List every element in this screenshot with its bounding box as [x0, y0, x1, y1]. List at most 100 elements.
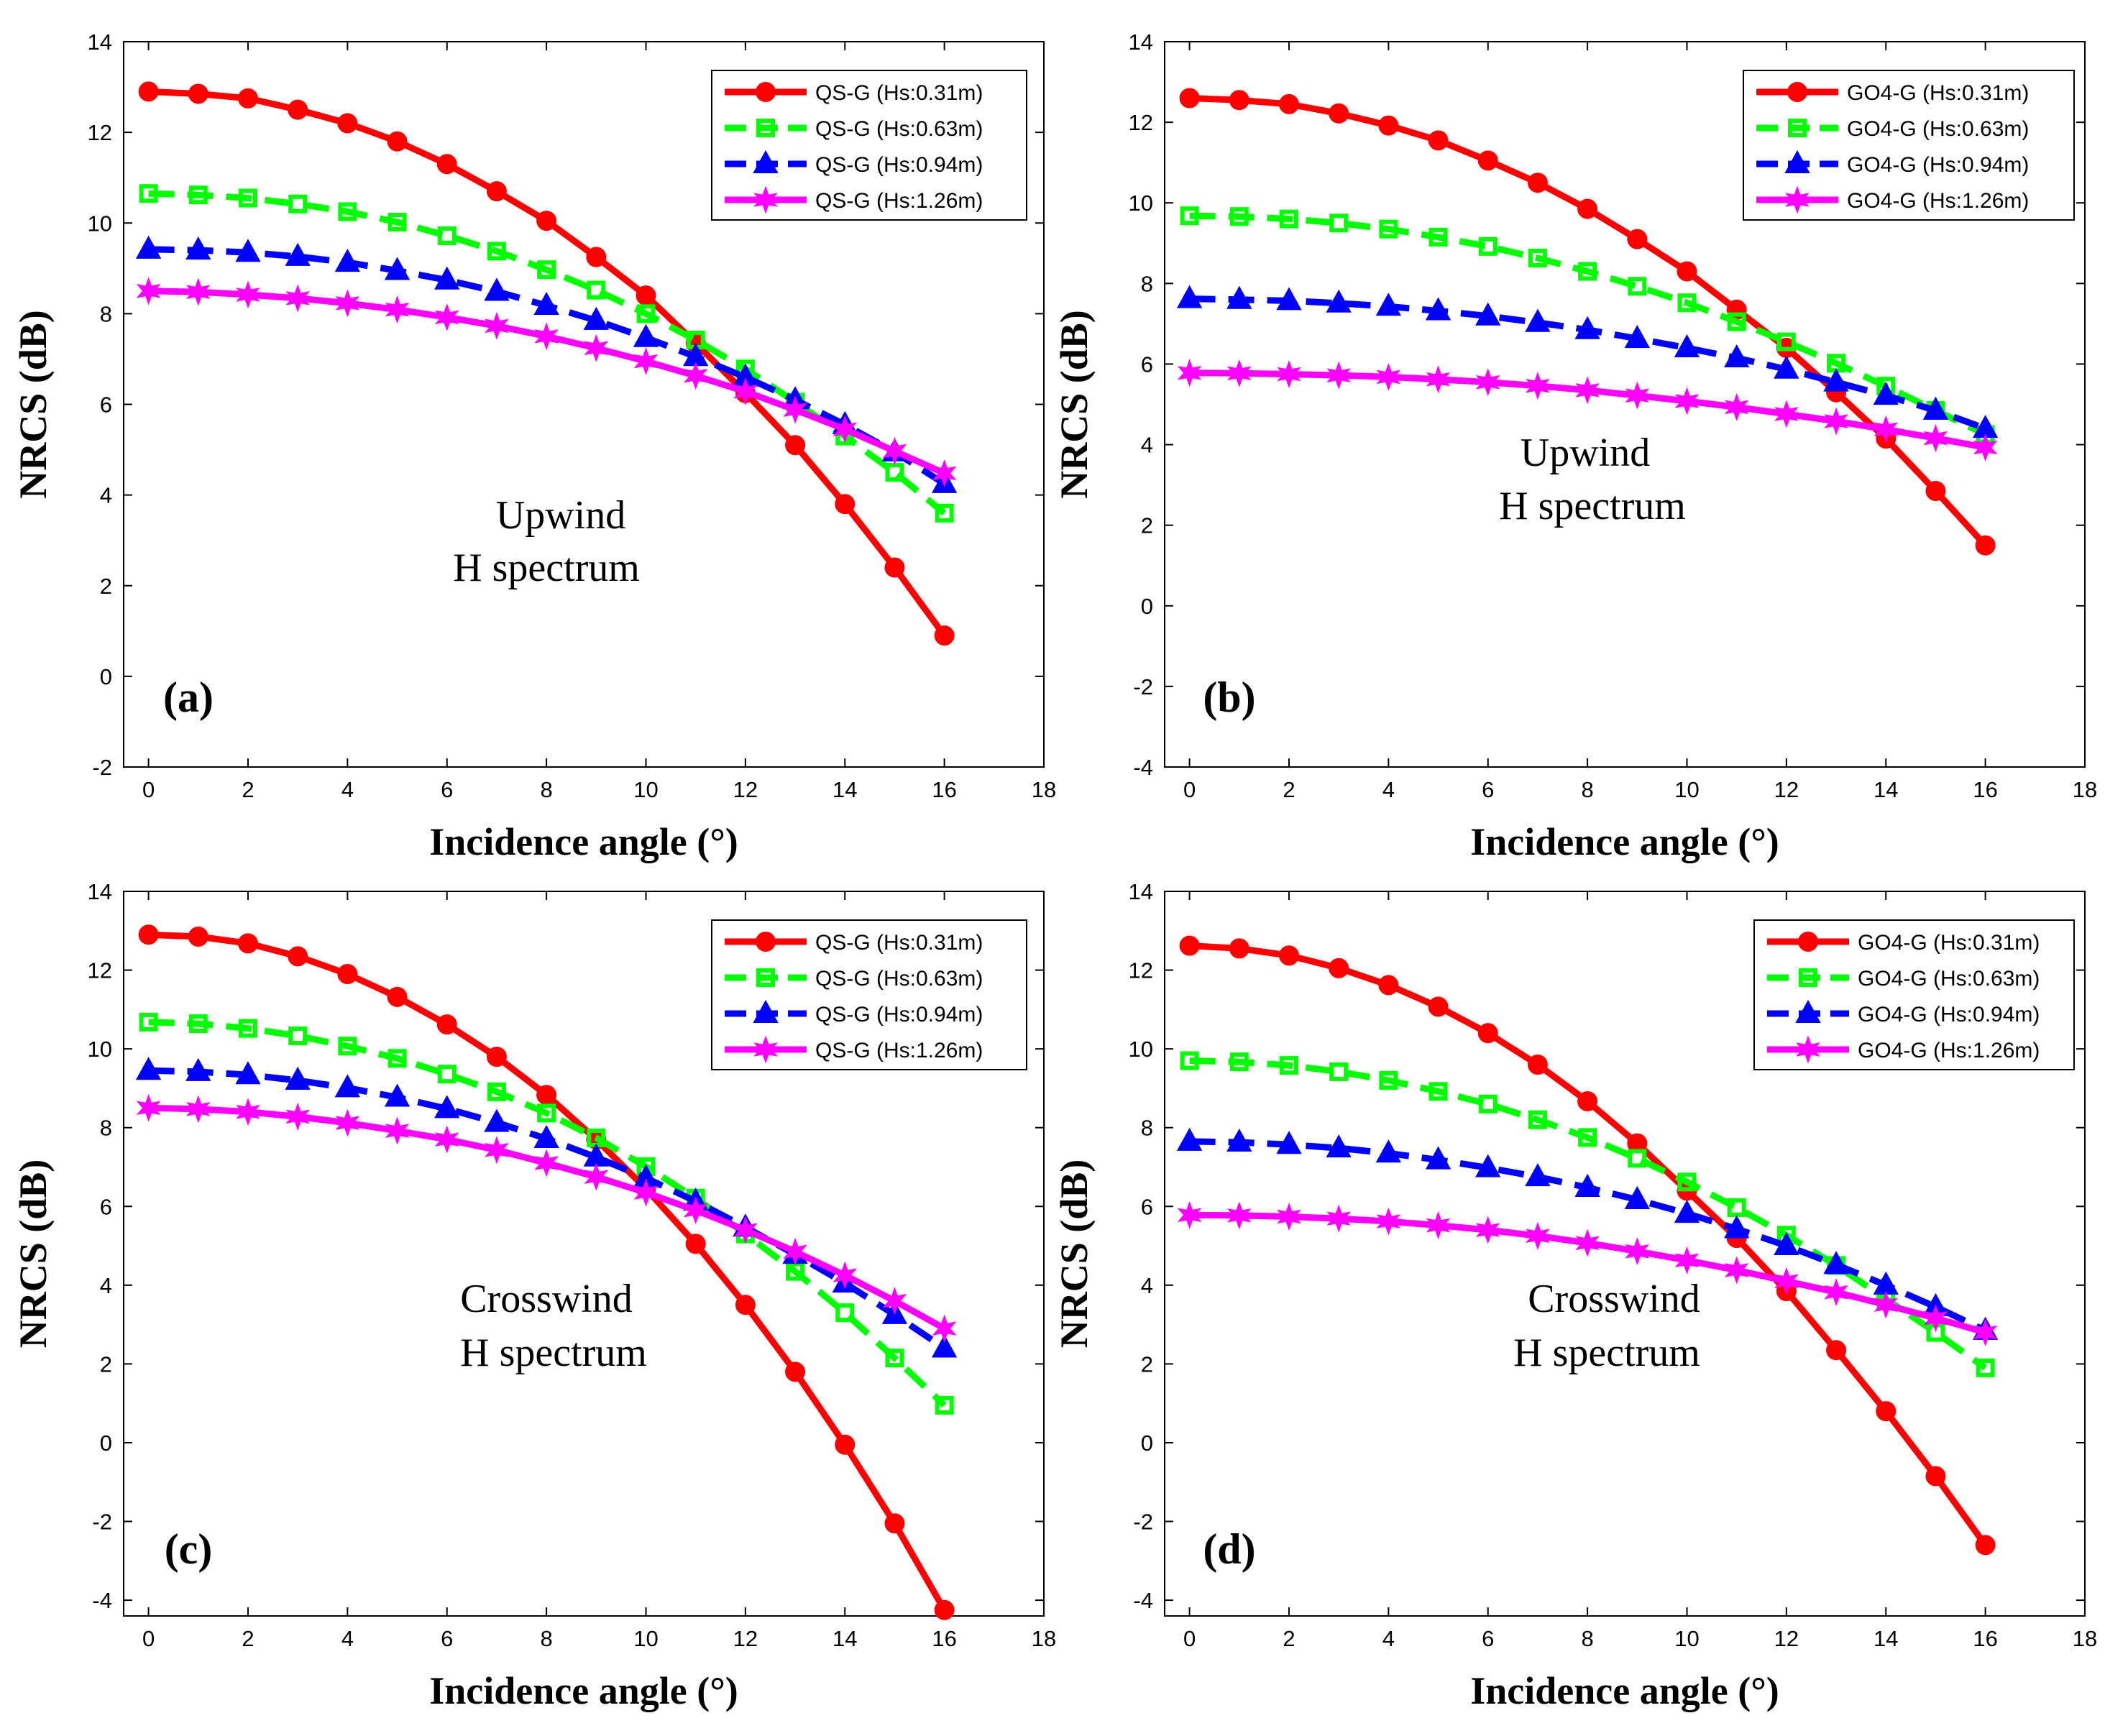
data-point: [1574, 316, 1600, 339]
data-point: [685, 1234, 706, 1254]
annotation-text: H spectrum: [1513, 1331, 1700, 1375]
legend-entry: QS-G (Hs:0.63m): [815, 967, 983, 991]
series-4: [136, 1093, 957, 1343]
data-point: [1776, 332, 1796, 352]
x-tick-label: 14: [1874, 1626, 1898, 1651]
legend: GO4-G (Hs:0.31m) GO4-G (Hs:0.63m) GO4-G (H…: [1753, 919, 2075, 1070]
y-tick-label: 10: [1129, 1037, 1153, 1062]
data-point: [1774, 1267, 1799, 1295]
data-point: [1824, 1278, 1848, 1307]
y-tick-label: 12: [1129, 110, 1153, 135]
data-point: [486, 1047, 507, 1067]
data-point: [1379, 219, 1398, 239]
x-tick-label: 2: [1283, 777, 1295, 802]
data-point: [1578, 1128, 1597, 1147]
legend-entry: GO4-G (Hs:0.63m): [1847, 117, 2029, 141]
x-axis-label: Incidence angle (°): [429, 1669, 738, 1712]
data-point: [434, 266, 460, 290]
panel-label: (b): [1203, 674, 1255, 721]
data-point: [1428, 996, 1449, 1017]
data-point: [285, 1102, 311, 1131]
x-tick-label: 8: [1581, 1626, 1593, 1651]
data-point: [484, 277, 510, 301]
data-point: [1478, 236, 1498, 256]
x-tick-label: 10: [633, 777, 658, 802]
data-point: [1628, 1149, 1647, 1168]
x-tick-label: 16: [932, 1626, 956, 1651]
data-point: [1379, 1070, 1398, 1090]
data-point: [387, 212, 407, 231]
legend-entry: QS-G (Hs:0.31m): [815, 931, 983, 955]
annotation-text: Crosswind: [460, 1277, 633, 1321]
data-point: [139, 1012, 158, 1032]
data-point: [1525, 308, 1551, 332]
y-tick-label: 10: [88, 1037, 112, 1062]
data-point: [434, 1095, 460, 1119]
data-point: [1278, 93, 1299, 114]
data-point: [236, 280, 260, 309]
data-point: [586, 247, 607, 267]
data-point: [1475, 1154, 1501, 1177]
data-point: [1426, 1211, 1451, 1240]
y-tick-label: 12: [88, 958, 112, 983]
legend-swatch-marker: [753, 1035, 778, 1064]
data-point: [833, 1261, 858, 1290]
data-point: [885, 463, 904, 482]
data-point: [1179, 88, 1200, 109]
panel-label: (a): [163, 674, 214, 721]
data-point: [1677, 293, 1697, 313]
data-point: [1477, 1023, 1498, 1044]
y-tick-label: -4: [1133, 755, 1153, 780]
data-point: [1674, 387, 1700, 415]
x-tick-label: 12: [1774, 1626, 1799, 1651]
legend-swatch-marker: [756, 968, 775, 987]
data-point: [288, 1027, 308, 1046]
data-point: [1279, 209, 1298, 229]
y-tick-label: 2: [100, 1351, 112, 1377]
x-tick-label: 2: [1283, 1626, 1295, 1651]
legend: QS-G (Hs:0.31m) QS-G (Hs:0.63m) QS-G (Hs:0…: [711, 919, 1027, 1070]
data-point: [1229, 938, 1249, 959]
y-tick-label: 12: [1129, 958, 1153, 983]
data-point: [237, 88, 258, 109]
data-point: [1774, 400, 1799, 428]
x-tick-label: 18: [2073, 1626, 2097, 1651]
legend-swatch-marker: [1784, 150, 1810, 173]
legend-entry: GO4-G (Hs:0.63m): [1858, 967, 2040, 991]
data-point: [1874, 1290, 1899, 1319]
data-point: [1378, 975, 1399, 996]
x-tick-label: 16: [1973, 1626, 1997, 1651]
data-point: [536, 211, 557, 231]
data-point: [487, 1082, 506, 1101]
series-4: [136, 277, 957, 487]
x-tick-label: 10: [1674, 777, 1699, 802]
data-point: [1876, 1401, 1897, 1422]
data-point: [1278, 945, 1299, 966]
data-point: [534, 322, 559, 351]
legend-swatch-marker: [1798, 932, 1818, 952]
legend-entry: GO4-G (Hs:0.94m): [1847, 153, 2029, 177]
x-tick-label: 0: [1183, 1626, 1196, 1651]
y-tick-label: 10: [1129, 190, 1153, 216]
data-point: [238, 1019, 257, 1038]
x-tick-label: 6: [441, 1626, 453, 1651]
data-point: [185, 277, 211, 306]
data-point: [437, 1065, 457, 1084]
data-point: [1329, 213, 1349, 233]
data-point: [835, 1303, 855, 1323]
x-tick-label: 4: [341, 1626, 354, 1651]
data-point: [384, 1083, 411, 1107]
x-tick-label: 8: [540, 777, 552, 802]
data-point: [533, 1124, 559, 1149]
data-point: [1528, 1110, 1547, 1129]
y-tick-label: 6: [100, 392, 112, 418]
y-tick-label: 2: [1141, 513, 1153, 538]
series-line: [1189, 212, 1987, 438]
data-point: [285, 284, 311, 313]
y-tick-label: 0: [1141, 1430, 1153, 1456]
data-point: [1229, 90, 1249, 111]
series-1: [1179, 88, 1996, 556]
y-axis-label: NRCS (dB): [1052, 1159, 1096, 1349]
plot-frame: [123, 891, 1045, 1617]
